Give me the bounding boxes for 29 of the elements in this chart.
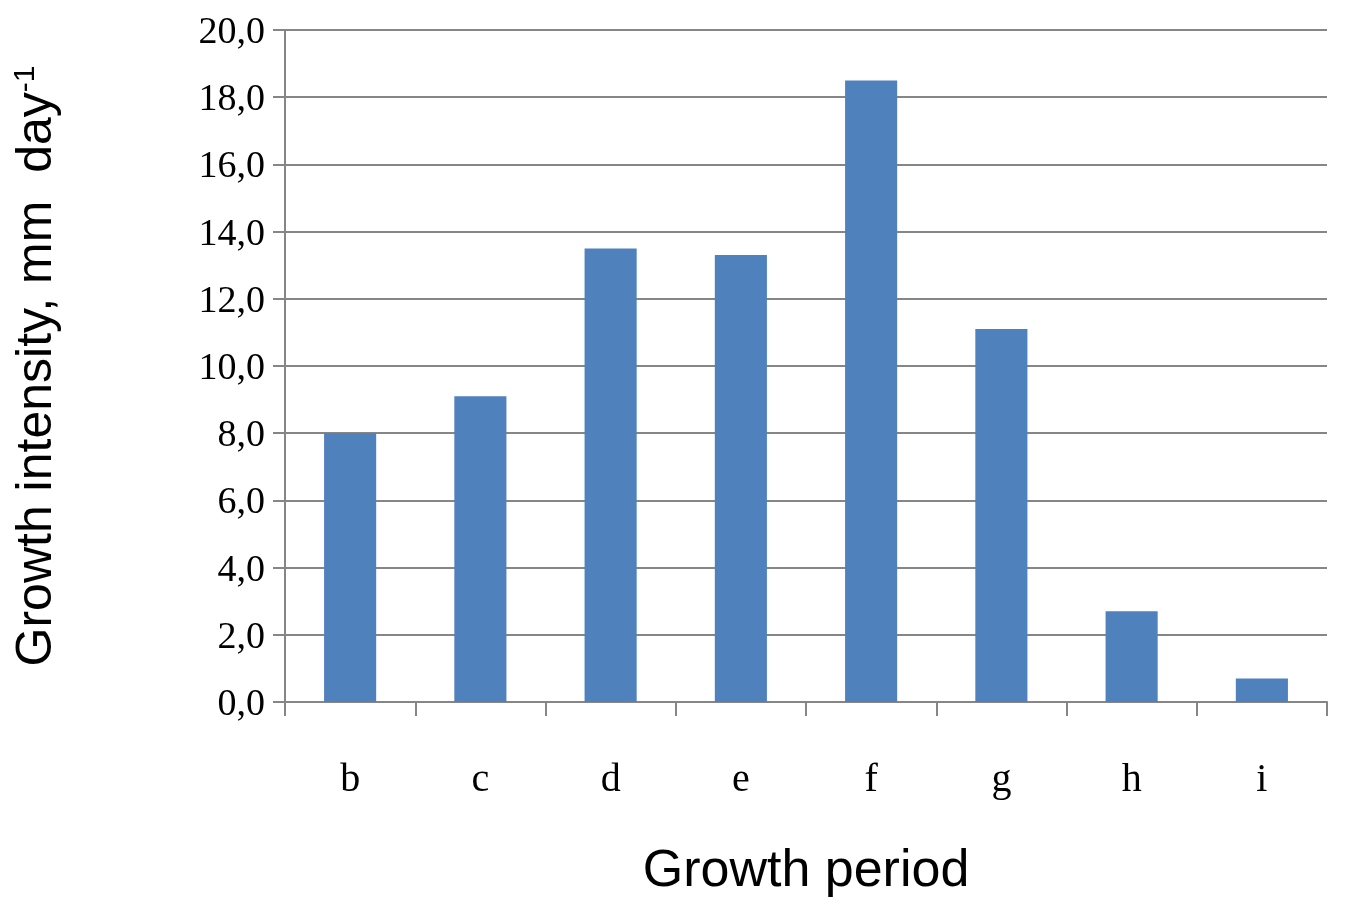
bar — [324, 433, 377, 702]
x-tick-label: f — [864, 754, 879, 800]
y-tick-label: 14,0 — [198, 210, 265, 253]
bar — [1235, 678, 1288, 702]
x-tick-label: b — [340, 754, 361, 800]
y-tick-label: 6,0 — [217, 479, 265, 522]
bar — [714, 255, 767, 702]
y-tick-label: 4,0 — [217, 546, 265, 589]
y-tick-label: 10,0 — [198, 345, 265, 387]
y-tick-label: 0,0 — [217, 681, 265, 723]
bar — [975, 329, 1028, 702]
bar — [584, 248, 637, 702]
bar — [1105, 611, 1158, 702]
bar — [845, 80, 898, 702]
x-tick-label: h — [1121, 754, 1142, 800]
y-tick-label: 20,0 — [198, 9, 265, 51]
y-tick-label: 16,0 — [198, 143, 265, 186]
x-tick-label: i — [1256, 754, 1268, 800]
y-tick-label: 2,0 — [217, 613, 265, 656]
y-axis-title: Growth intensity, mm day-1 — [6, 65, 62, 667]
x-tick-label: d — [600, 754, 621, 800]
x-tick-label: e — [731, 754, 750, 800]
x-tick-label: c — [471, 754, 490, 800]
x-tick-label: g — [991, 754, 1012, 800]
y-tick-label: 8,0 — [217, 412, 265, 455]
y-tick-label: 18,0 — [198, 76, 265, 119]
y-tick-label: 12,0 — [198, 277, 265, 320]
bar — [454, 396, 507, 702]
x-axis-title: Growth period — [642, 839, 970, 897]
